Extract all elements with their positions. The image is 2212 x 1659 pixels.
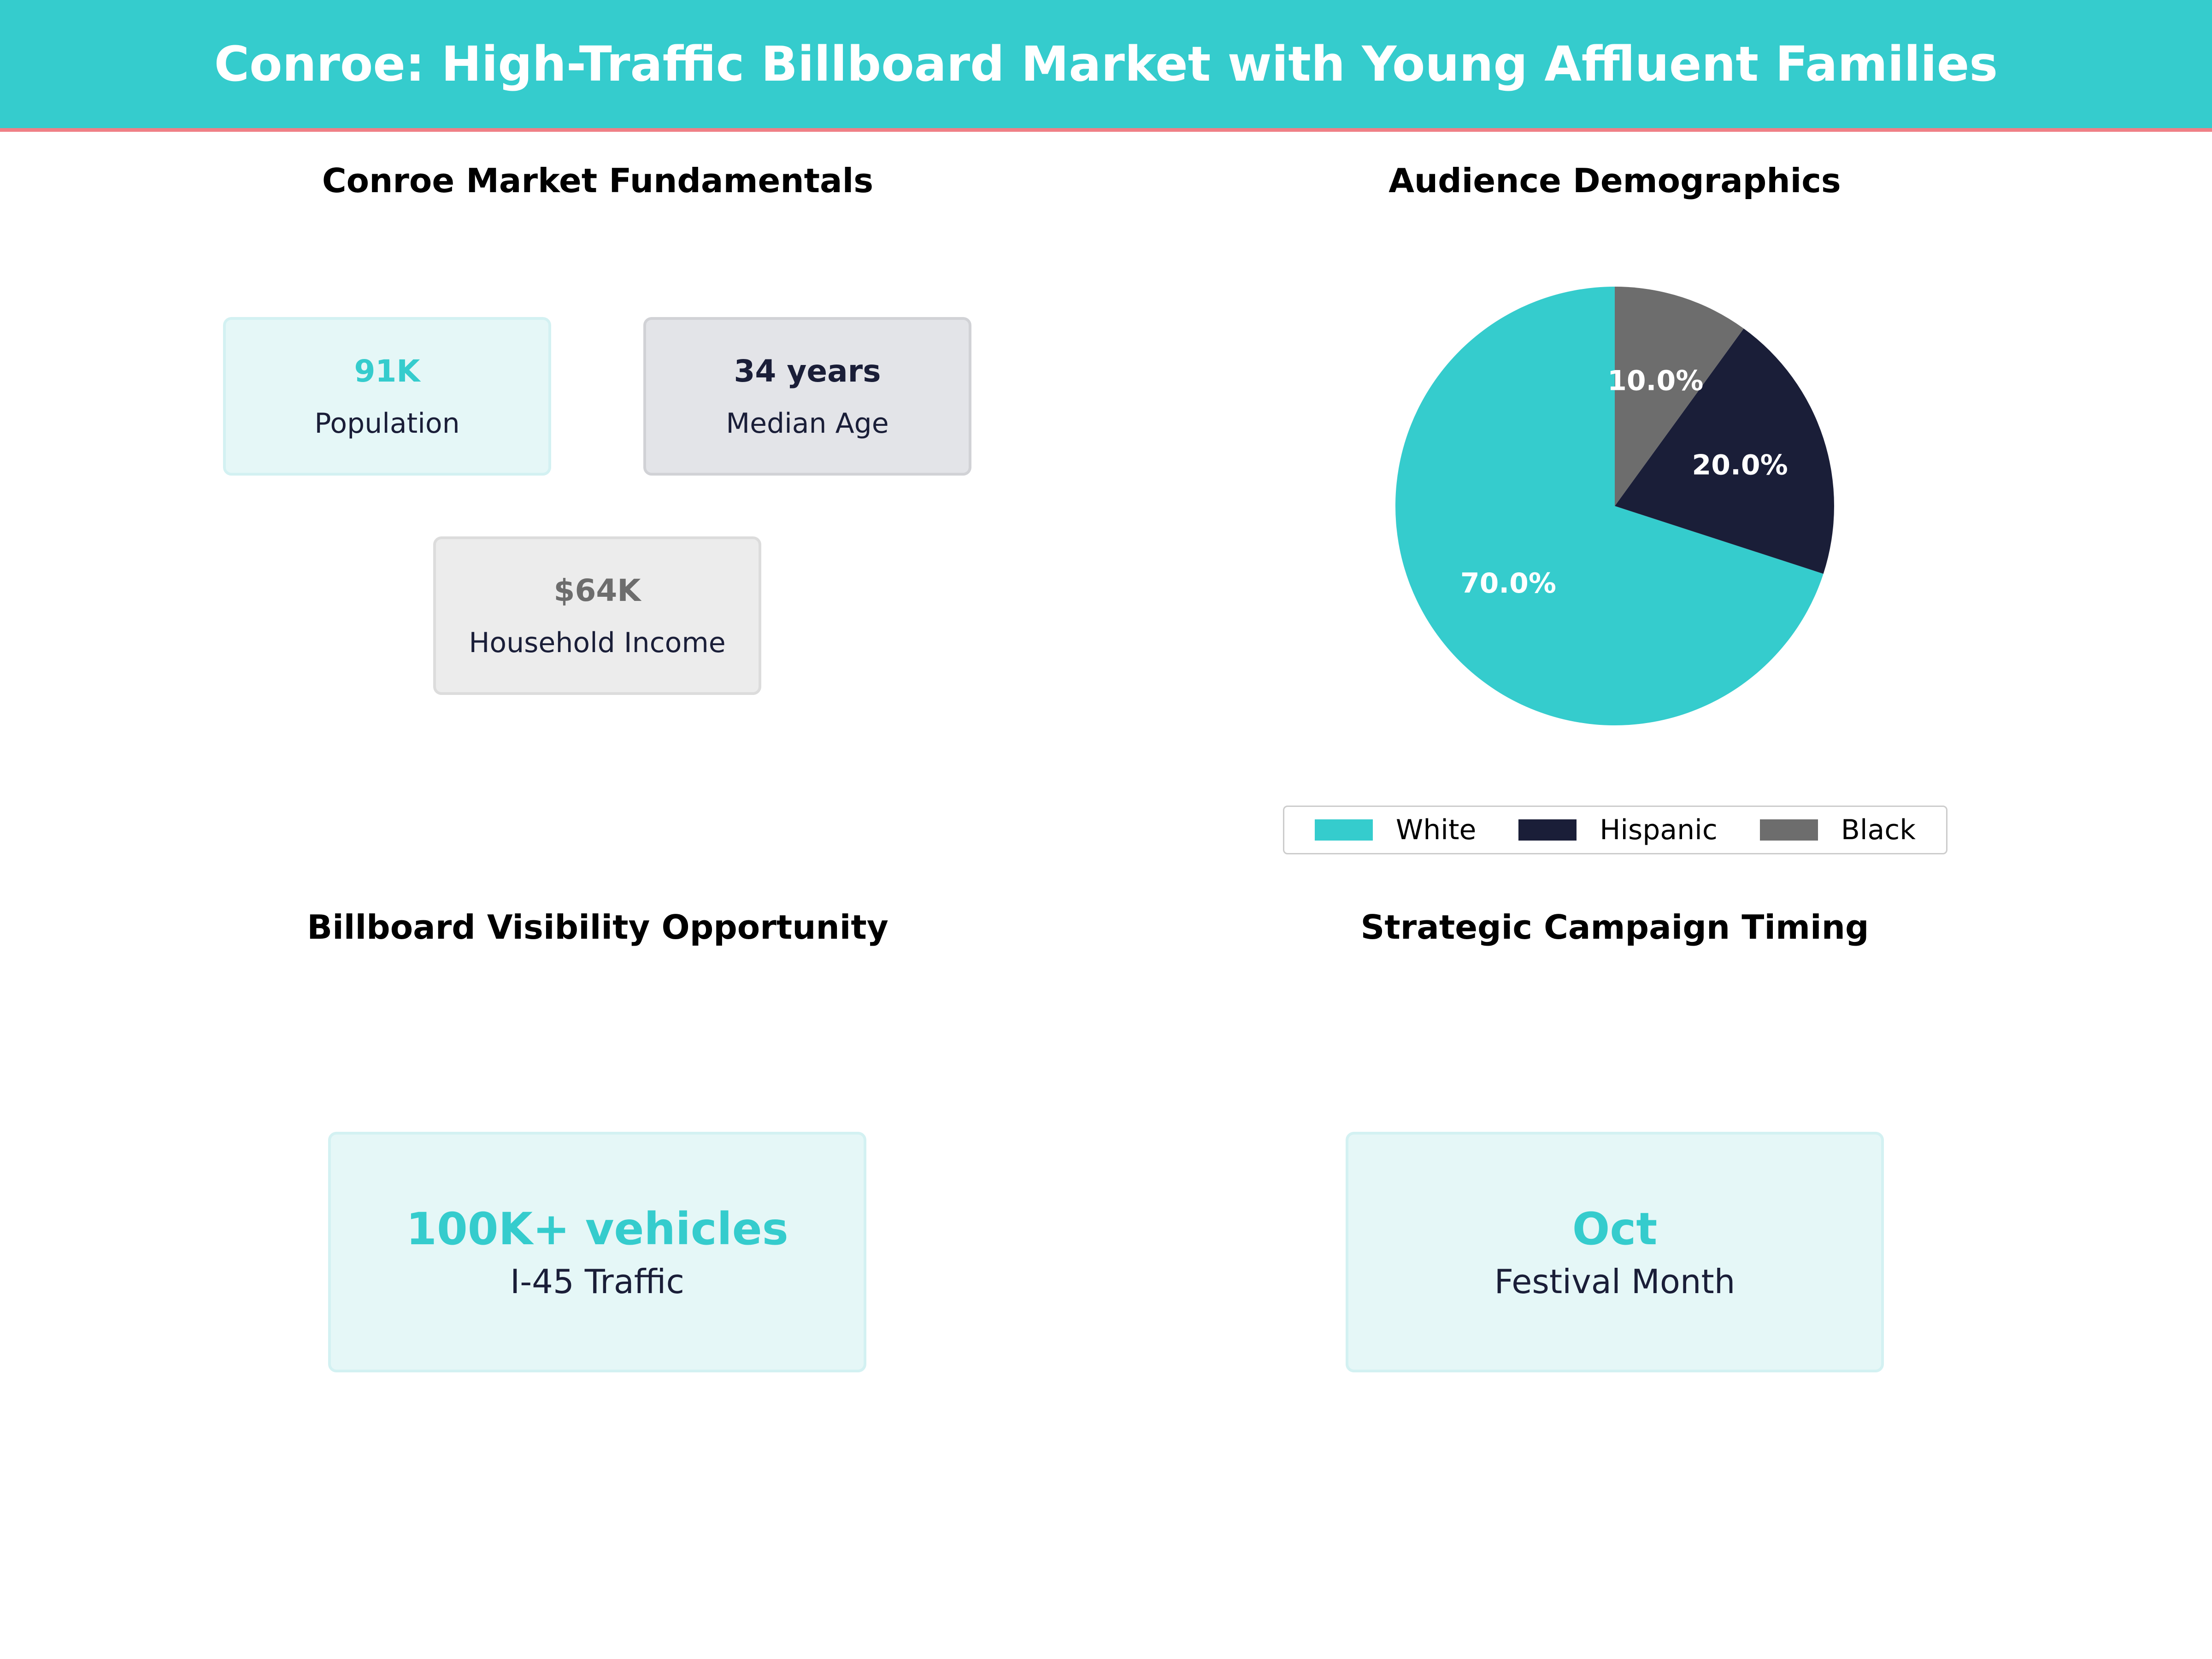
legend-swatch-white xyxy=(1314,819,1373,841)
median-age-card: 34 years Median Age xyxy=(643,317,971,476)
population-card: 91K Population xyxy=(223,317,551,476)
legend-item-white: White xyxy=(1314,814,1477,846)
legend-swatch-black xyxy=(1759,819,1818,841)
population-value: 91K xyxy=(354,353,420,389)
demographics-title: Audience Demographics xyxy=(1388,161,1841,200)
pie-legend: White Hispanic Black xyxy=(1283,806,1947,854)
legend-label-hispanic: Hispanic xyxy=(1600,814,1718,846)
fundamentals-title: Conroe Market Fundamentals xyxy=(322,161,874,200)
legend-swatch-hispanic xyxy=(1518,819,1577,841)
pie-slice-black xyxy=(1615,287,1744,506)
timing-card: Oct Festival Month xyxy=(1346,1132,1884,1372)
visibility-value: 100K+ vehicles xyxy=(406,1203,788,1255)
median-age-label: Median Age xyxy=(726,407,889,440)
visibility-label: I-45 Traffic xyxy=(510,1262,685,1301)
pie-label-hispanic: 20.0% xyxy=(1692,449,1788,482)
legend-item-hispanic: Hispanic xyxy=(1518,814,1718,846)
population-label: Population xyxy=(314,407,460,440)
household-income-card: $64K Household Income xyxy=(433,536,761,695)
legend-label-black: Black xyxy=(1841,814,1916,846)
page-header: Conroe: High-Traffic Billboard Market wi… xyxy=(0,0,2212,132)
household-income-value: $64K xyxy=(553,572,641,608)
visibility-title: Billboard Visibility Opportunity xyxy=(307,908,888,947)
page-title: Conroe: High-Traffic Billboard Market wi… xyxy=(214,36,1998,92)
timing-label: Festival Month xyxy=(1494,1262,1735,1301)
visibility-card: 100K+ vehicles I-45 Traffic xyxy=(328,1132,866,1372)
pie-label-white: 70.0% xyxy=(1460,567,1556,600)
pie-slice-hispanic xyxy=(1615,328,1834,574)
median-age-value: 34 years xyxy=(734,353,881,389)
household-income-label: Household Income xyxy=(469,626,726,659)
pie-slice-white xyxy=(1395,287,1824,725)
timing-value: Oct xyxy=(1572,1203,1658,1255)
timing-title: Strategic Campaign Timing xyxy=(1360,908,1869,947)
demographics-pie-chart: 70.0% 20.0% 10.0% xyxy=(1395,287,1834,725)
legend-item-black: Black xyxy=(1759,814,1916,846)
legend-label-white: White xyxy=(1395,814,1477,846)
pie-label-black: 10.0% xyxy=(1607,365,1703,397)
